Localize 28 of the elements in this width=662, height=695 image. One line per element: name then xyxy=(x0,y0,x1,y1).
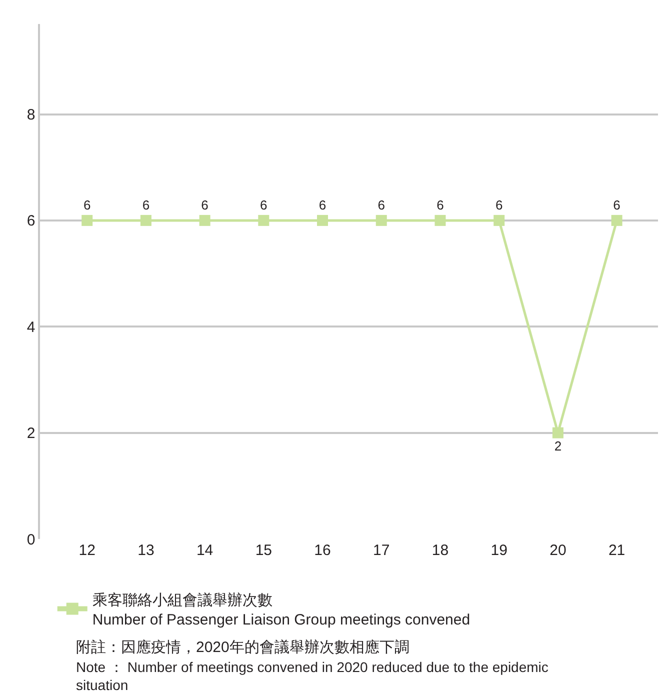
data-label: 6 xyxy=(142,197,150,212)
x-tick-label: 20 xyxy=(550,542,566,559)
data-label: 6 xyxy=(378,197,385,212)
x-tick-label: 18 xyxy=(432,542,449,559)
data-label: 6 xyxy=(83,197,91,212)
data-label: 6 xyxy=(613,197,620,212)
x-tick-label: 12 xyxy=(78,542,96,559)
x-tick-label: 16 xyxy=(314,542,331,559)
text: 附註：因應疫情，2020年的會議舉辦次數相應下調 xyxy=(76,639,410,656)
data-label: 2 xyxy=(554,438,562,454)
y-tick-label: 2 xyxy=(26,425,36,442)
y-tick-label: 4 xyxy=(26,318,36,336)
y-tick-label: 6 xyxy=(26,212,36,230)
legend-label: 乘客聯絡小組會議舉辦次數 Number of Passenger Liaison Group meetings convened xyxy=(92,592,470,628)
data-label: 6 xyxy=(436,197,444,212)
data-label: 6 xyxy=(318,197,326,212)
data-label: 6 xyxy=(201,197,208,212)
x-tick-label: 21 xyxy=(608,542,626,559)
y-tick-label: 8 xyxy=(26,106,36,124)
x-tick-label: 17 xyxy=(373,542,390,559)
text: Note ： Number of meetings convened in 2020 reduced due to the epidemic situation xyxy=(76,659,548,694)
data-label: 6 xyxy=(260,197,268,212)
y-tick-label: 0 xyxy=(26,531,36,548)
data-label: 6 xyxy=(495,197,503,212)
x-tick-label: 14 xyxy=(196,542,214,559)
x-tick-label: 15 xyxy=(255,542,272,559)
x-tick-label: 13 xyxy=(138,542,154,559)
x-tick-label: 19 xyxy=(490,542,508,559)
